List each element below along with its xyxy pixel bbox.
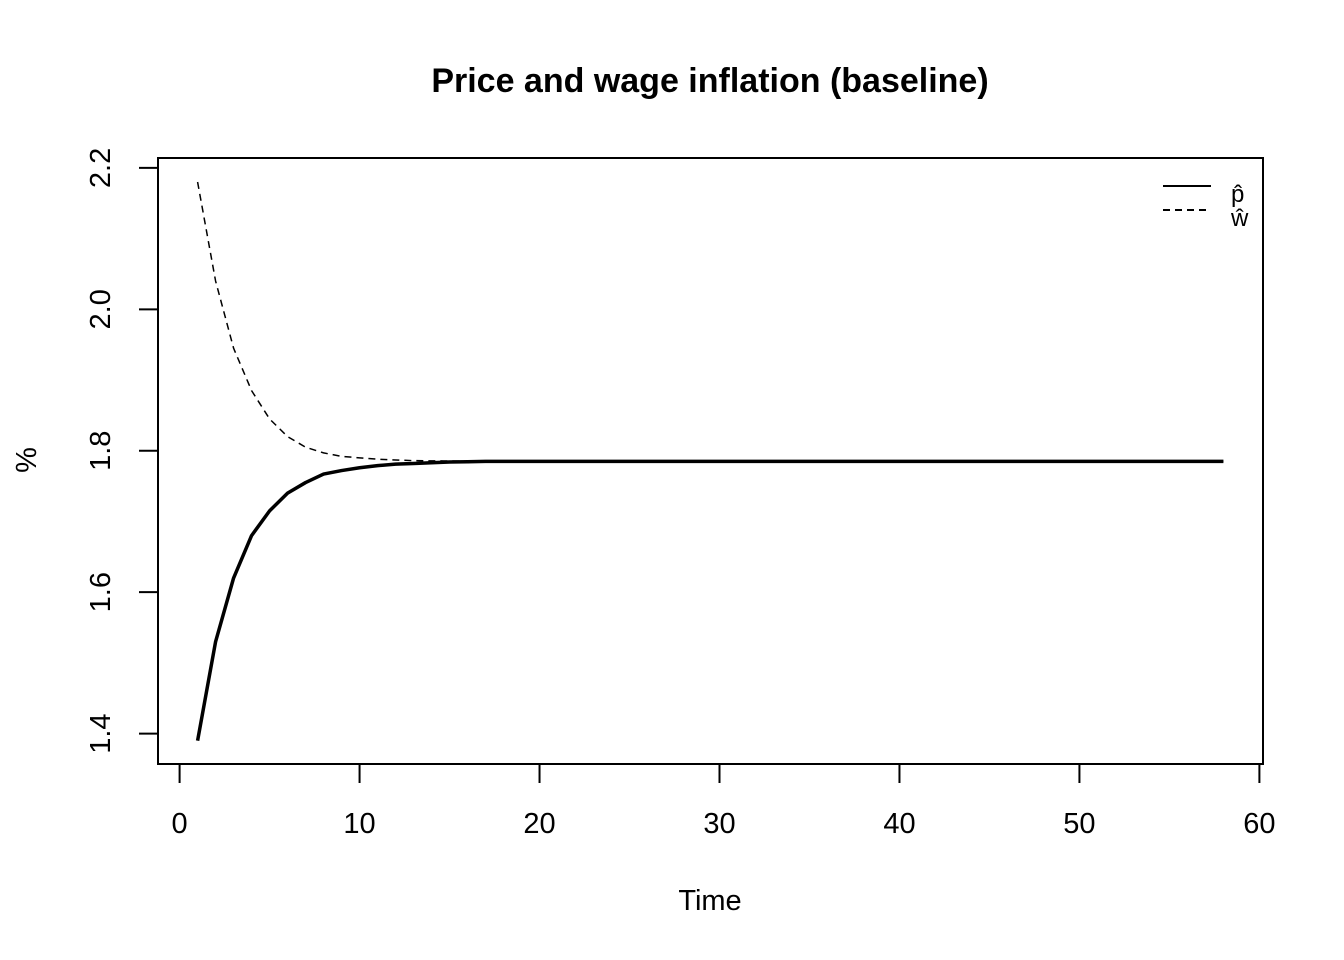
y-tick-label: 2.0 [85,289,117,329]
series-line-price-inflation [195,459,1224,741]
x-tick-label: 50 [1063,808,1095,840]
y-tick-label: 1.6 [85,572,117,612]
x-tick-label: 60 [1243,808,1275,840]
chart-title: Price and wage inflation (baseline) [431,62,988,100]
y-tick-label: 2.2 [85,148,117,188]
x-tick-label: 40 [883,808,915,840]
y-axis: 1.4 1.6 1.8 2.0 2.2 [85,148,159,754]
series-layer [195,181,1224,741]
series-line-wage-inflation [196,181,1224,463]
x-tick-label: 0 [172,808,188,840]
y-tick-label: 1.8 [85,431,117,471]
x-axis-label: Time [678,885,741,917]
legend: p̂ŵ [1163,181,1249,232]
x-tick-label: 10 [343,808,375,840]
y-tick-label: 1.4 [85,713,117,753]
legend-label: ŵ [1230,205,1249,232]
legend-label: p̂ [1231,181,1244,208]
x-tick-label: 20 [523,808,555,840]
y-axis-label: % [11,447,43,473]
x-tick-label: 30 [703,808,735,840]
x-axis: 0 10 20 30 40 50 60 [172,763,1276,840]
